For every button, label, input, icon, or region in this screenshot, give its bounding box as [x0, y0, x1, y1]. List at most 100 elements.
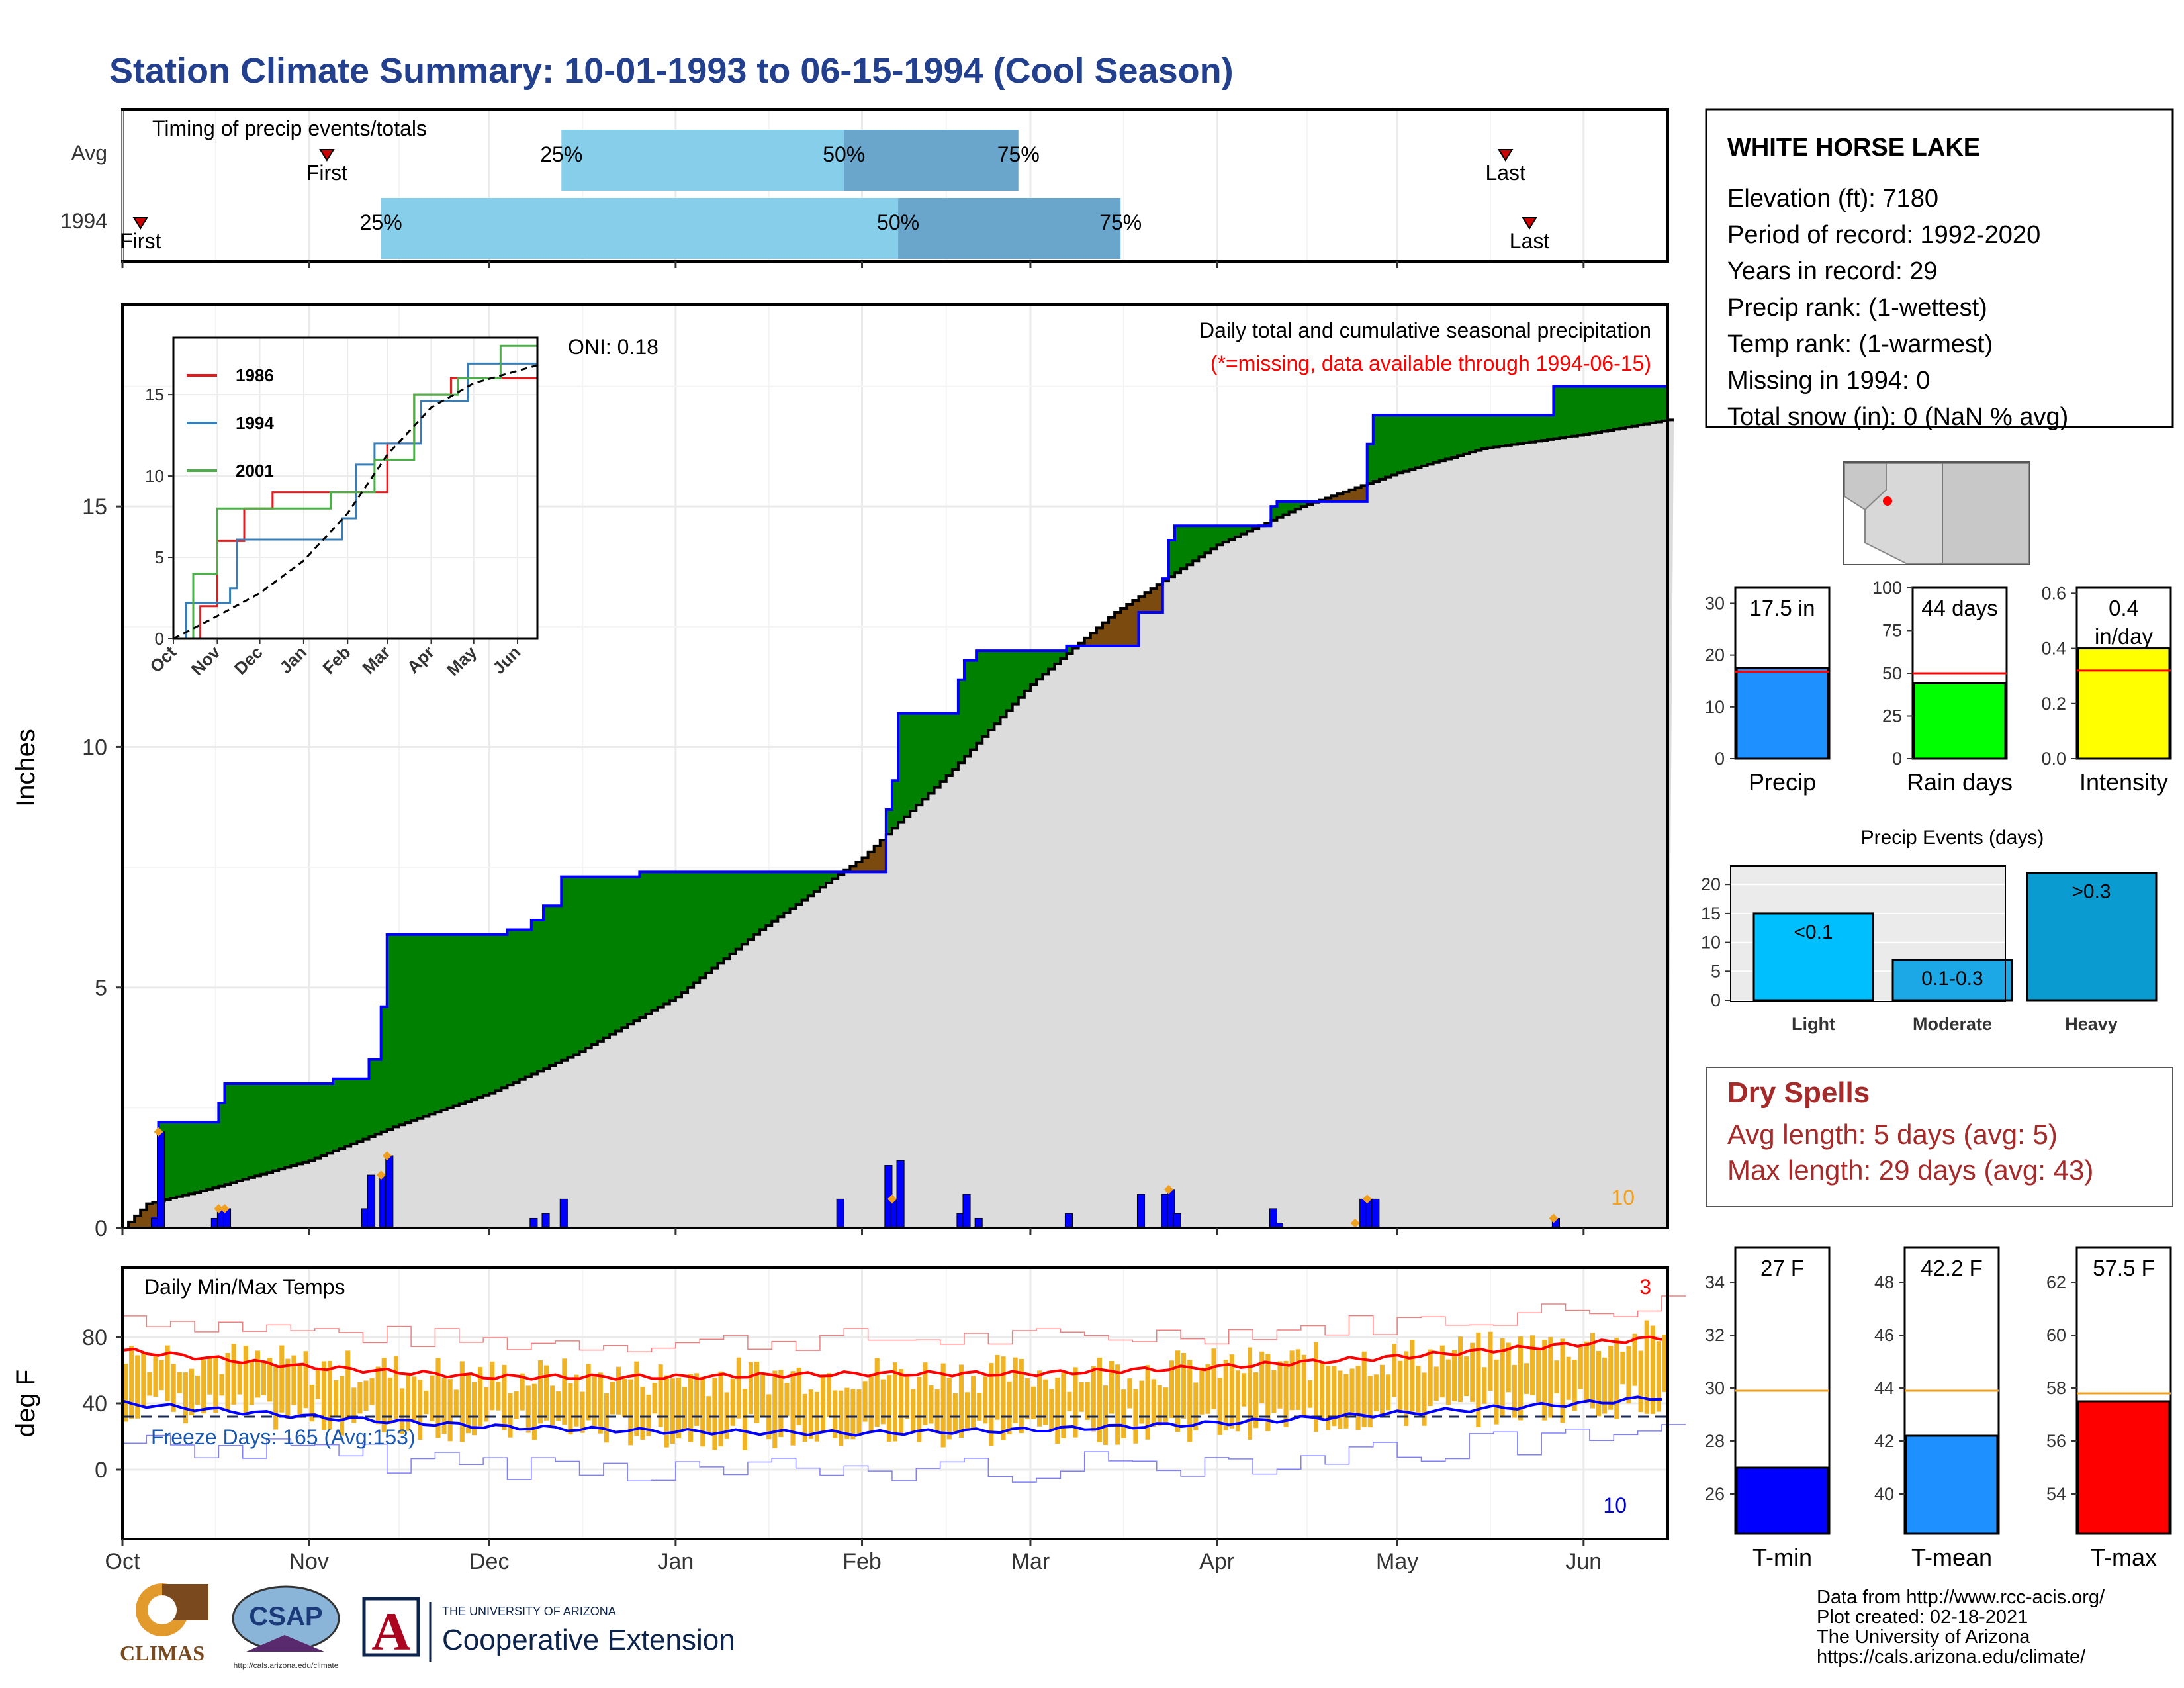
dry-spells-title: Dry Spells	[1727, 1076, 1870, 1109]
above-avg-area	[1373, 415, 1380, 482]
daily-temp-bar	[1512, 1364, 1517, 1418]
daily-temp-bar	[802, 1393, 807, 1442]
above-avg-area	[1559, 386, 1567, 438]
above-avg-area	[964, 660, 971, 757]
above-avg-area	[813, 872, 821, 892]
above-avg-area	[1300, 501, 1308, 507]
below-avg-area	[1096, 628, 1103, 646]
daily-temp-bar	[508, 1393, 513, 1438]
above-avg-area	[513, 929, 520, 1082]
daily-temp-bar	[868, 1375, 874, 1432]
ua-big: Cooperative Extension	[442, 1624, 735, 1656]
daily-precip-bar	[157, 1131, 165, 1229]
above-avg-area	[429, 934, 436, 1115]
below-avg-area	[1084, 637, 1091, 646]
t-max-y-tick-label: 58	[2046, 1378, 2066, 1398]
events-bar-moderate	[1891, 959, 2013, 1002]
above-avg-area	[1234, 526, 1242, 537]
daily-temp-bar	[580, 1391, 585, 1433]
above-avg-area	[1499, 415, 1506, 447]
below-avg-area	[868, 851, 875, 872]
above-avg-area	[1181, 526, 1187, 569]
above-avg-area	[483, 934, 490, 1096]
daily-temp-bar	[135, 1355, 140, 1419]
daily-temp-bar	[886, 1375, 891, 1442]
above-avg-area	[1427, 415, 1434, 465]
daily-precip-bar	[541, 1213, 550, 1229]
precip-y-label: Inches	[11, 729, 40, 807]
above-avg-area	[375, 1059, 382, 1135]
daily-temp-bar	[1301, 1354, 1306, 1415]
daily-temp-bar	[1103, 1385, 1109, 1445]
legend-label-1994: 1994	[236, 413, 274, 433]
above-avg-area	[700, 872, 706, 978]
above-avg-area	[224, 1084, 232, 1185]
above-avg-area	[1306, 501, 1314, 504]
above-avg-area	[1643, 386, 1651, 424]
above-avg-area	[627, 876, 634, 1025]
daily-temp-bar	[736, 1357, 741, 1419]
above-avg-area	[1006, 651, 1013, 711]
above-avg-area	[772, 872, 778, 921]
daily-temp-bar	[1536, 1348, 1541, 1405]
daily-temp-bar	[478, 1367, 483, 1427]
inset-line-1994	[173, 353, 539, 640]
t-min-value-label: 27 F	[1760, 1256, 1804, 1280]
daily-temp-bar	[1181, 1352, 1187, 1419]
event-marker	[154, 1127, 163, 1137]
daily-temp-bar	[381, 1358, 387, 1432]
daily-temp-bar	[1596, 1350, 1602, 1417]
t-mean-y-tick-label: 40	[1874, 1484, 1894, 1504]
daily-temp-bar	[670, 1378, 675, 1444]
daily-temp-bar	[441, 1378, 447, 1434]
daily-temp-bar	[465, 1374, 471, 1434]
above-avg-area	[1619, 386, 1627, 428]
daily-temp-bar	[899, 1369, 904, 1435]
daily-temp-bar	[1151, 1379, 1156, 1427]
above-avg-area	[1240, 526, 1248, 534]
daily-temp-bar	[1560, 1338, 1565, 1423]
daily-temp-bar	[430, 1375, 435, 1422]
avg-tmin-line	[122, 1395, 1662, 1437]
event-marker	[376, 1170, 386, 1180]
t-mean-y-tick-label: 48	[1874, 1272, 1894, 1292]
above-avg-area	[615, 876, 622, 1031]
daily-temp-bar	[772, 1370, 778, 1448]
daily-temp-bar	[1037, 1370, 1042, 1427]
above-avg-area	[1602, 386, 1608, 432]
above-avg-area	[1421, 415, 1428, 466]
daily-temp-bar	[1109, 1361, 1115, 1414]
daily-temp-bar	[1500, 1338, 1505, 1416]
above-avg-area	[471, 934, 478, 1100]
station-line-snow: Total snow (in): 0 (NaN % avg)	[1727, 403, 2068, 431]
above-avg-area	[1228, 526, 1236, 539]
daily-temp-bar	[484, 1387, 489, 1422]
daily-temp-bar	[333, 1380, 339, 1417]
daily-temp-bar	[712, 1378, 717, 1450]
t-min-y-tick-label: 26	[1705, 1484, 1725, 1504]
above-avg-area	[663, 872, 670, 1004]
above-avg-area	[435, 934, 442, 1113]
climas-logo: CLIMAS	[120, 1583, 208, 1665]
precip-y-tick-label: 5	[95, 976, 107, 1001]
above-avg-area	[651, 872, 659, 1011]
daily-temp-bar	[189, 1368, 195, 1415]
daily-temp-bar	[1217, 1378, 1222, 1435]
rain-days-value-label: 44 days	[1921, 596, 1998, 620]
t-min-value-bar	[1735, 1466, 1829, 1535]
timing-marker-first	[319, 149, 335, 162]
timing-row-1994-label: 1994	[60, 209, 107, 233]
above-avg-area	[345, 1078, 351, 1147]
above-avg-area	[291, 1084, 298, 1166]
footer-source: Data from http://www.rcc-acis.org/	[1817, 1587, 2105, 1608]
daily-temp-bar	[1626, 1346, 1631, 1404]
daily-temp-bar	[646, 1394, 651, 1436]
above-avg-area	[363, 1078, 370, 1139]
above-avg-area	[495, 934, 502, 1091]
daily-temp-bar	[856, 1389, 862, 1436]
daily-temp-bar	[1506, 1342, 1511, 1393]
above-avg-area	[910, 713, 917, 811]
daily-temp-bar	[1205, 1364, 1210, 1414]
events-title: Precip Events (days)	[1861, 827, 2044, 849]
